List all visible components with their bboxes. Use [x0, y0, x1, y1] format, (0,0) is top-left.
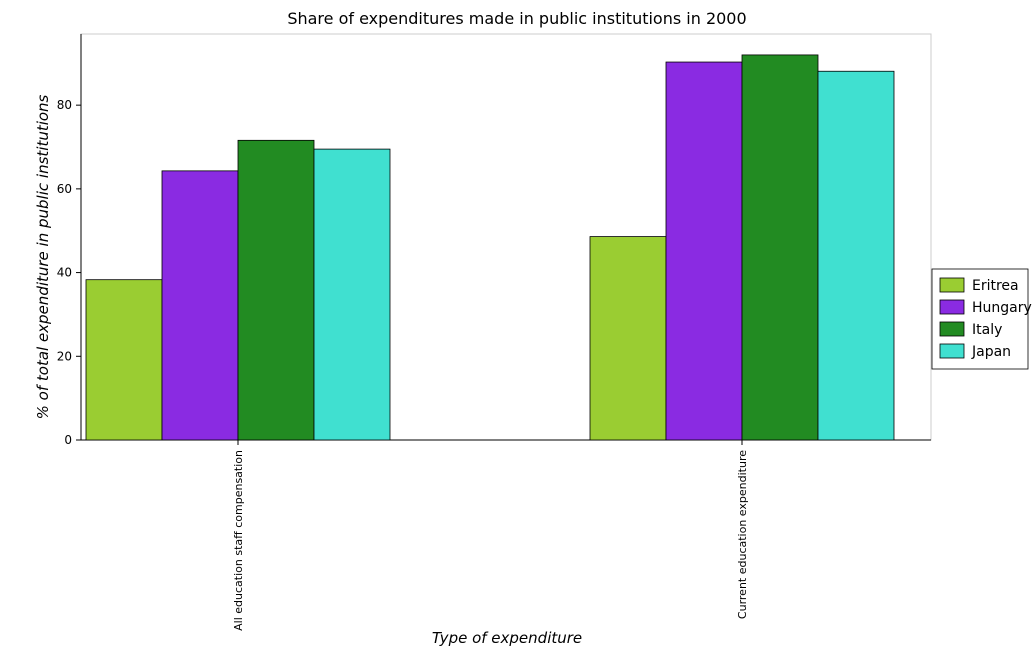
x-tick-label: Current education expenditure — [736, 450, 749, 619]
bar-italy — [237, 139, 315, 441]
legend-label-japan: Japan — [971, 344, 1011, 360]
bar-italy — [741, 54, 819, 441]
legend-label-hungary: Hungary — [972, 300, 1032, 316]
bar-hungary — [161, 170, 239, 441]
x-tick-label: All education staff compensation — [232, 450, 245, 631]
y-tick-label: 40 — [57, 266, 72, 280]
x-axis-label: Type of expenditure — [432, 629, 582, 647]
y-axis-label: % of total expenditure in public institu… — [34, 94, 52, 419]
legend: Eritrea Hungary Italy Japan — [931, 268, 1032, 370]
legend-label-eritrea: Eritrea — [972, 278, 1019, 294]
y-tick-label: 20 — [57, 349, 72, 363]
bar-eritrea — [589, 236, 667, 441]
bar-japan — [817, 70, 895, 441]
legend-label-italy: Italy — [972, 322, 1002, 338]
legend-swatch-eritrea — [939, 277, 965, 293]
legend-swatch-hungary — [939, 299, 965, 315]
bar-eritrea — [85, 279, 163, 441]
plot-area: 0 20 40 60 80 All education staff compensatio… — [57, 33, 932, 631]
y-tick-label: 60 — [57, 182, 72, 196]
bar-hungary — [665, 61, 743, 441]
legend-swatch-japan — [939, 343, 965, 359]
bar-japan — [313, 148, 391, 441]
legend-swatch-italy — [939, 321, 965, 337]
y-tick-label: 0 — [64, 433, 72, 447]
y-tick-label: 80 — [57, 98, 72, 112]
chart-title: Share of expenditures made in public ins… — [287, 9, 746, 28]
